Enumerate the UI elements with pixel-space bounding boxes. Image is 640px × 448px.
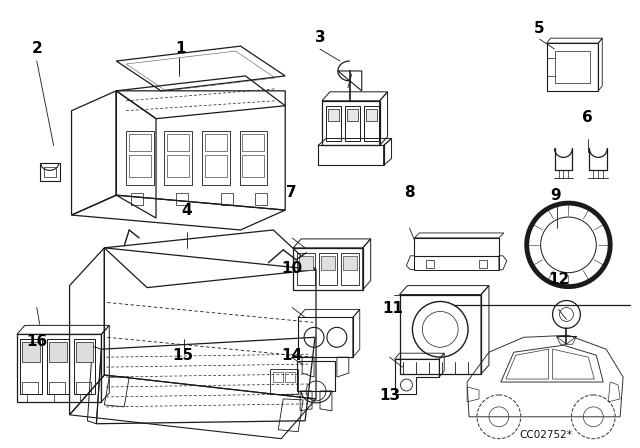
- Text: 15: 15: [173, 348, 194, 363]
- Bar: [319, 253, 337, 284]
- Bar: [285, 372, 295, 382]
- Text: CC02752*: CC02752*: [519, 431, 572, 440]
- Text: 3: 3: [315, 30, 325, 44]
- Text: 4: 4: [181, 203, 192, 218]
- Bar: [243, 134, 264, 151]
- Bar: [326, 106, 341, 141]
- Bar: [126, 130, 154, 185]
- Bar: [44, 168, 56, 177]
- Bar: [347, 109, 358, 121]
- Text: 2: 2: [31, 41, 42, 56]
- Bar: [47, 339, 68, 394]
- Text: 11: 11: [383, 301, 404, 316]
- Bar: [299, 256, 313, 270]
- Bar: [205, 155, 227, 177]
- Text: 5: 5: [534, 21, 545, 35]
- Bar: [273, 372, 284, 382]
- Bar: [74, 339, 95, 394]
- Bar: [399, 294, 481, 374]
- Bar: [239, 130, 268, 185]
- Bar: [164, 130, 192, 185]
- Bar: [365, 109, 377, 121]
- Bar: [297, 253, 315, 284]
- Bar: [167, 155, 189, 177]
- Bar: [205, 134, 227, 151]
- Text: 12: 12: [548, 272, 569, 287]
- Text: 7: 7: [286, 185, 297, 200]
- Bar: [341, 253, 359, 284]
- Bar: [479, 260, 487, 268]
- Bar: [343, 256, 356, 270]
- Text: 9: 9: [550, 188, 561, 202]
- Text: 10: 10: [281, 261, 302, 276]
- Bar: [345, 106, 360, 141]
- Bar: [415, 256, 499, 270]
- Bar: [328, 109, 339, 121]
- Bar: [202, 130, 230, 185]
- Text: 16: 16: [26, 335, 47, 349]
- Bar: [49, 342, 67, 362]
- Bar: [17, 334, 101, 402]
- Bar: [129, 134, 151, 151]
- Bar: [364, 106, 379, 141]
- Bar: [167, 134, 189, 151]
- Text: 14: 14: [281, 348, 302, 363]
- Text: 13: 13: [380, 388, 401, 403]
- Text: 8: 8: [404, 185, 414, 200]
- Bar: [20, 339, 42, 394]
- Bar: [129, 155, 151, 177]
- Bar: [318, 146, 383, 165]
- Bar: [321, 256, 335, 270]
- Bar: [270, 369, 298, 394]
- Bar: [426, 260, 435, 268]
- Bar: [22, 342, 40, 362]
- Bar: [243, 155, 264, 177]
- Bar: [322, 101, 380, 146]
- Bar: [415, 238, 499, 256]
- Bar: [76, 342, 93, 362]
- Bar: [293, 248, 363, 289]
- Text: 6: 6: [582, 110, 593, 125]
- Text: 1: 1: [175, 41, 186, 56]
